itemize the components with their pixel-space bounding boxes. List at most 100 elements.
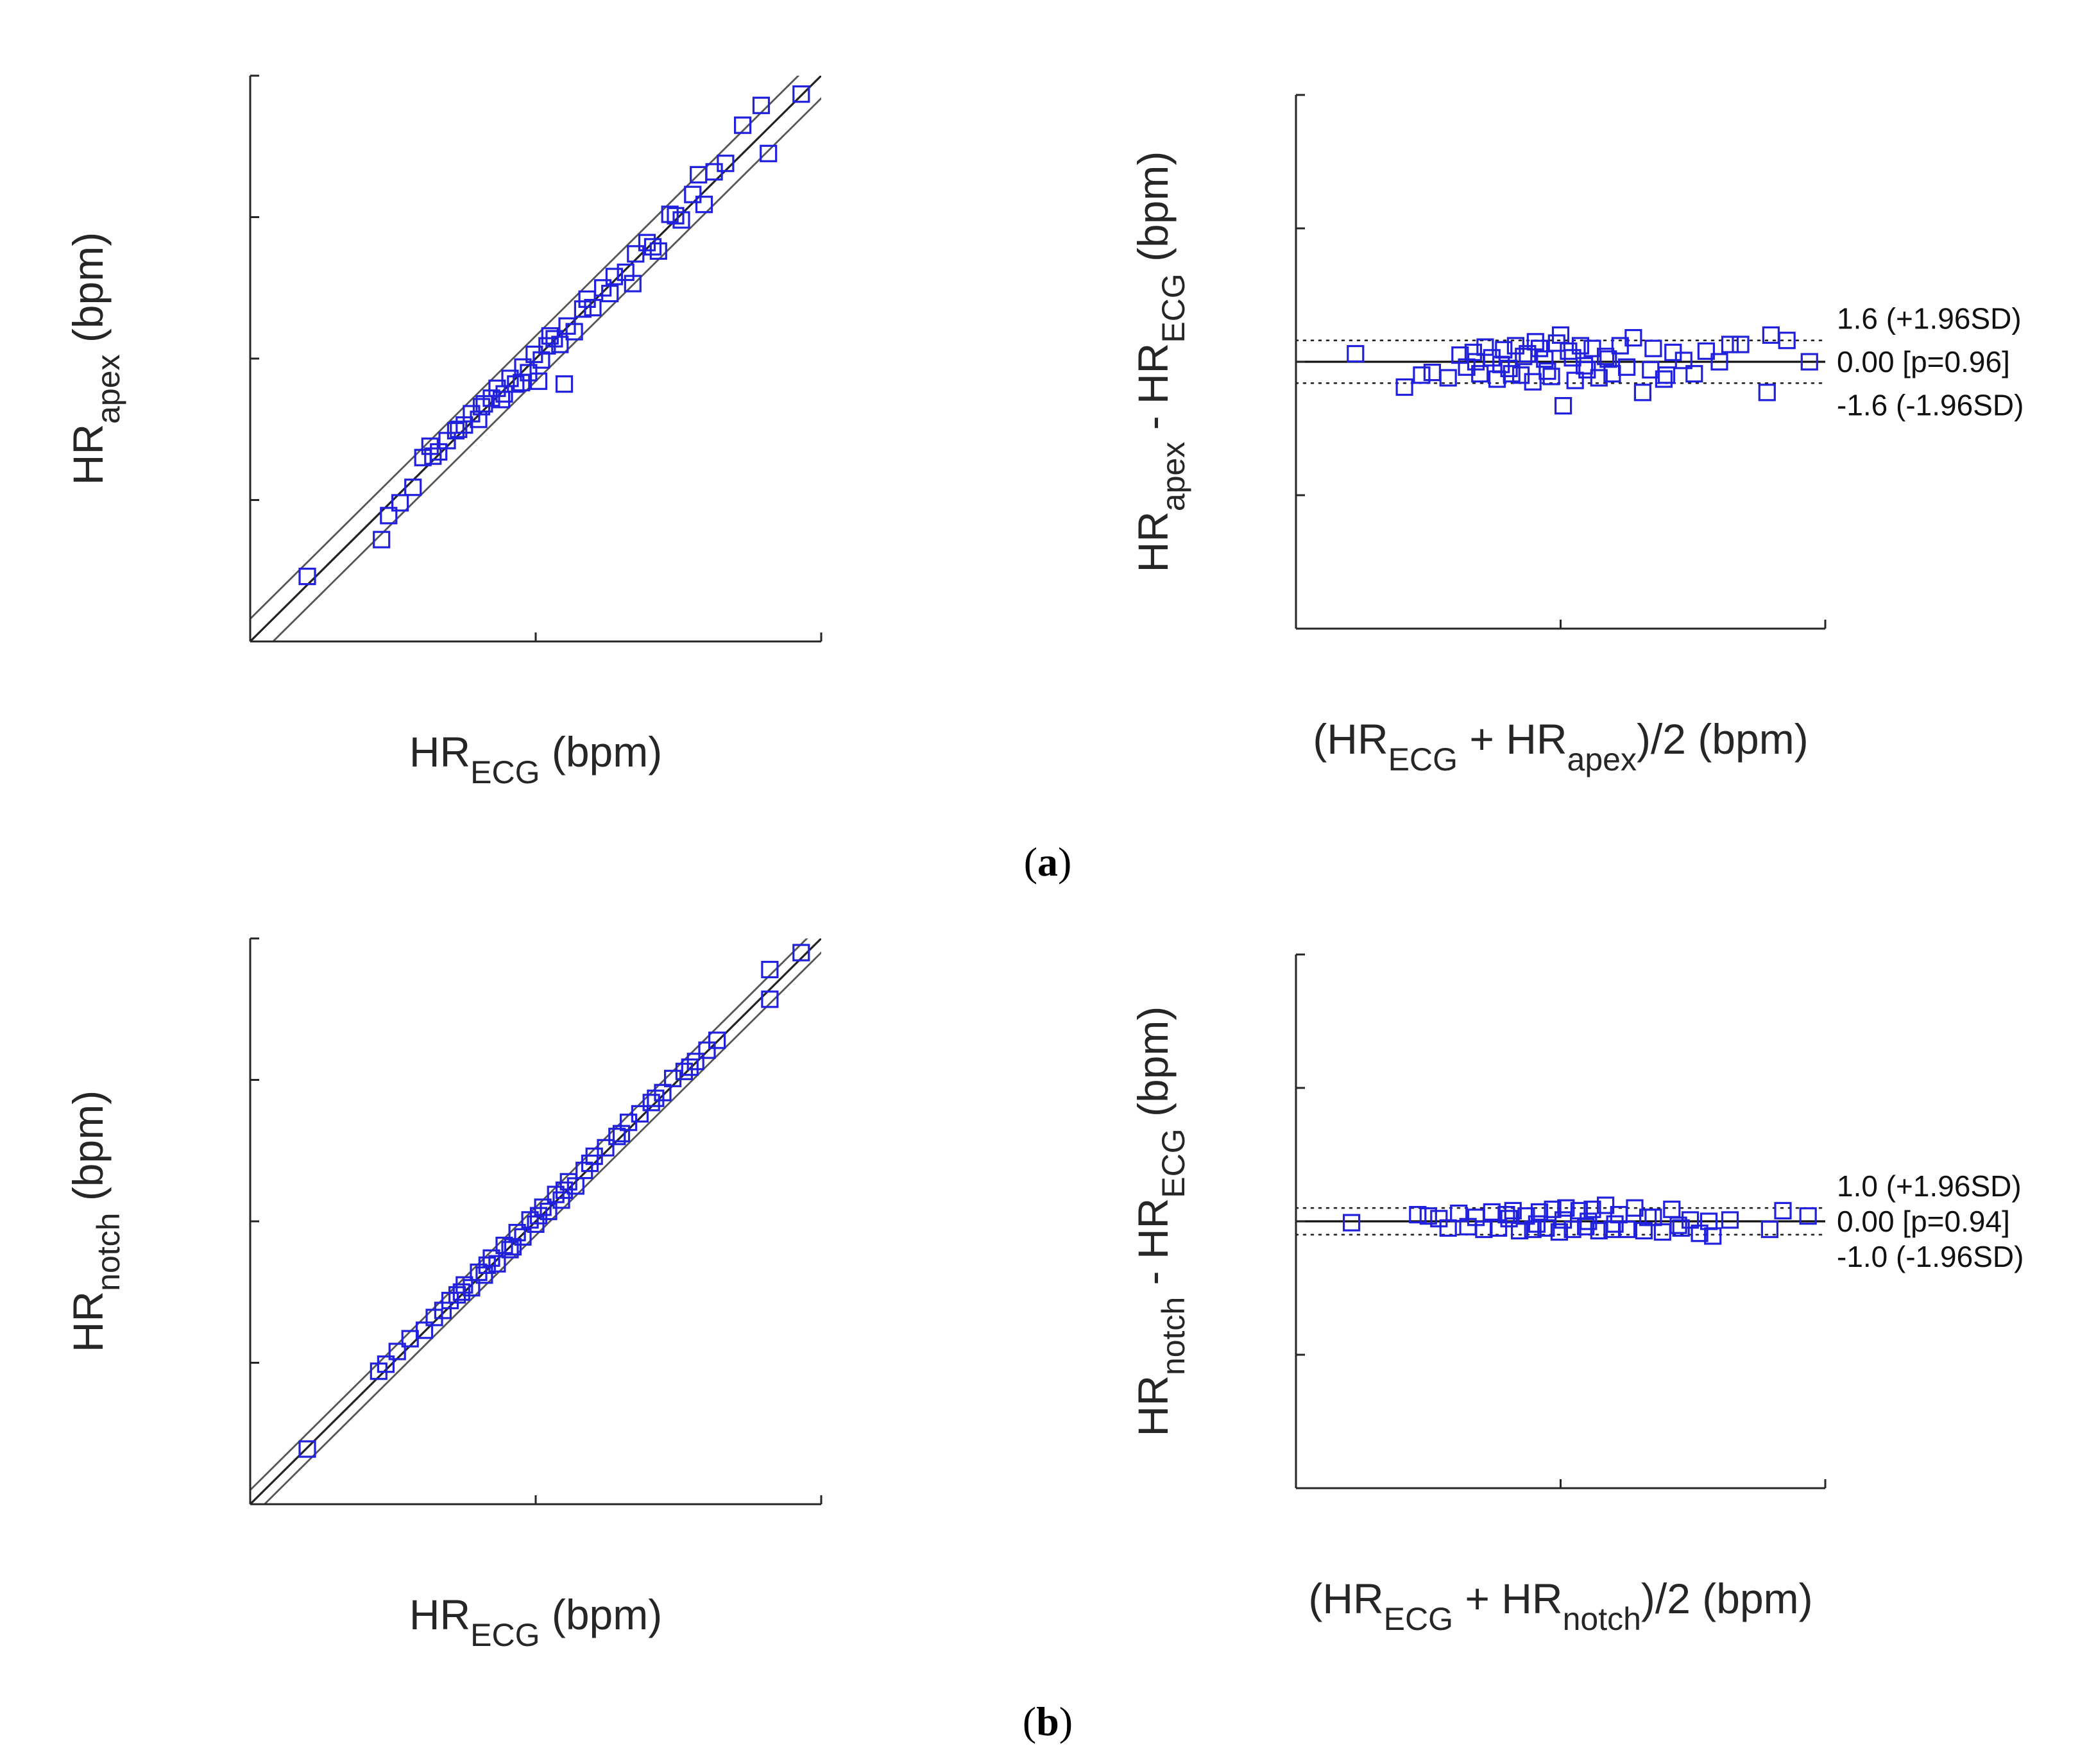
data-point (1626, 1199, 1644, 1217)
data-point (601, 285, 619, 303)
data-point (1778, 332, 1796, 350)
data-point (667, 207, 685, 225)
data-point (672, 211, 690, 229)
panel-label-a: (a) (1024, 839, 1072, 885)
data-point (1577, 1217, 1595, 1235)
data-point (681, 1058, 699, 1076)
data-point (478, 1256, 496, 1275)
data-point (1483, 1203, 1501, 1221)
data-point (1524, 1220, 1542, 1239)
data-point (1760, 1220, 1778, 1239)
data-point (1557, 1199, 1575, 1217)
data-point (631, 1105, 649, 1123)
data-point (1536, 350, 1554, 368)
data-point (647, 1089, 665, 1107)
data-point (472, 398, 491, 416)
data-point (1555, 1211, 1572, 1229)
data-point (605, 267, 624, 285)
data-point (388, 1343, 406, 1361)
data-point (545, 330, 563, 348)
data-point (686, 1053, 704, 1071)
data-point (1439, 1219, 1457, 1237)
data-point (1633, 384, 1651, 402)
mean-annotation: 0.00 [p=0.94] (1837, 1205, 2010, 1238)
data-point (1500, 1210, 1518, 1228)
data-point (424, 447, 442, 465)
data-point (1492, 355, 1510, 373)
data-point (752, 96, 771, 114)
x-axis-label: (HRECG + HRnotch)/2 (bpm) (1308, 1575, 1812, 1637)
data-point (612, 1124, 631, 1142)
data-point (581, 1154, 599, 1173)
data-point (1618, 358, 1636, 376)
data-point (541, 327, 559, 345)
data-point (1347, 344, 1365, 363)
data-point (1542, 368, 1560, 386)
lower-loa-annotation: -1.0 (-1.96SD) (1837, 1240, 2024, 1273)
y-axis-label: HRnotch - HRECG (bpm) (1129, 1006, 1191, 1437)
data-point (695, 196, 713, 214)
data-point (761, 990, 779, 1008)
data-point (1538, 362, 1556, 380)
data-point (1710, 353, 1728, 371)
data-point (684, 185, 702, 203)
lower-loa-annotation: -1.6 (-1.96SD) (1837, 388, 2024, 421)
data-point (1704, 1227, 1722, 1245)
data-point (574, 300, 592, 318)
data-point (1395, 378, 1413, 396)
data-point (1560, 342, 1578, 360)
data-point (1439, 369, 1457, 387)
lower-limit-line (263, 951, 821, 1504)
data-point (298, 567, 316, 586)
data-point (1419, 1207, 1437, 1225)
data-point (708, 1031, 726, 1049)
data-point (475, 1266, 493, 1284)
panel-label-b: (b) (1023, 1699, 1073, 1744)
data-point (760, 144, 778, 162)
data-point (1537, 1219, 1555, 1237)
data-point (1409, 1205, 1427, 1224)
x-axis-label: HRECG (bpm) (409, 728, 662, 790)
data-point (1674, 352, 1692, 369)
data-point (1413, 366, 1431, 384)
data-point (1685, 365, 1703, 383)
data-point (624, 275, 642, 293)
data-point (608, 1128, 626, 1146)
data-point (649, 242, 667, 260)
data-point (1555, 396, 1572, 415)
data-point (565, 323, 583, 341)
upper-loa-annotation: 1.0 (+1.96SD) (1837, 1169, 2022, 1203)
data-point (597, 1139, 615, 1157)
data-point (1563, 349, 1581, 367)
data-point (1597, 348, 1615, 366)
data-point (1599, 350, 1617, 368)
data-point (1430, 1210, 1448, 1228)
upper-loa-annotation: 1.6 (+1.96SD) (1837, 302, 2022, 335)
data-point (1503, 365, 1521, 383)
data-point (1732, 335, 1750, 353)
data-point (1471, 365, 1489, 383)
data-point (298, 1440, 316, 1458)
data-point (1544, 1200, 1562, 1218)
data-point (1524, 373, 1542, 391)
data-point (1657, 366, 1676, 384)
data-point (578, 290, 596, 308)
data-point (1774, 1201, 1792, 1220)
upper-limit-line (250, 76, 800, 620)
y-axis-label: HRnotch (bpm) (64, 1090, 126, 1352)
data-point (1682, 1211, 1700, 1229)
data-point (529, 1207, 548, 1225)
data-point (1597, 1196, 1615, 1214)
chart-b_left: HRECG (bpm) HRnotch (bpm) (64, 937, 822, 1653)
data-point (1644, 339, 1662, 357)
data-point (508, 1223, 526, 1242)
data-point (642, 1094, 660, 1112)
data-point (792, 944, 810, 962)
chart-a_left: HRECG (bpm) HRapex (bpm) (64, 74, 822, 790)
y-axis-label: HRapex - HRECG (bpm) (1129, 151, 1191, 573)
mean-annotation: 0.00 [p=0.96] (1837, 345, 2010, 378)
data-point (404, 479, 422, 496)
data-point (1800, 353, 1818, 371)
data-point (1526, 333, 1544, 351)
